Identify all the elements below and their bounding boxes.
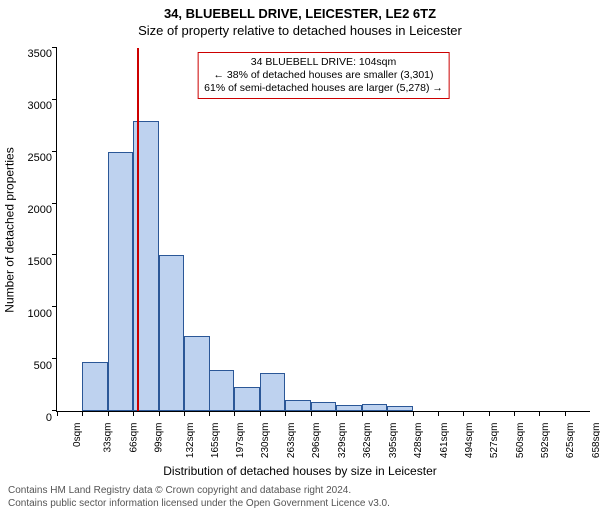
y-tick-mark [52, 47, 57, 48]
x-tick-mark [57, 411, 58, 416]
property-marker-line [137, 48, 139, 411]
y-tick-mark [52, 203, 57, 204]
x-tick-label: 592sqm [540, 423, 551, 459]
annotation-box: 34 BLUEBELL DRIVE: 104sqm ← 38% of detac… [197, 52, 450, 99]
x-tick-label: 395sqm [388, 423, 399, 459]
histogram-bar [108, 152, 133, 411]
x-tick-mark [133, 411, 134, 416]
y-tick-label: 2000 [28, 204, 52, 216]
x-tick-mark [184, 411, 185, 416]
histogram-bar [285, 400, 310, 411]
x-tick-label: 263sqm [286, 423, 297, 459]
histogram-bar [362, 404, 387, 411]
page-title-address: 34, BLUEBELL DRIVE, LEICESTER, LE2 6TZ [0, 6, 600, 21]
x-tick-mark [489, 411, 490, 416]
x-tick-mark [82, 411, 83, 416]
x-tick-label: 230sqm [260, 423, 271, 459]
histogram-bar [260, 373, 285, 411]
x-tick-label: 658sqm [591, 423, 600, 459]
x-tick-mark [311, 411, 312, 416]
histogram-bar [336, 405, 361, 411]
y-tick-label: 2500 [28, 152, 52, 164]
x-tick-mark [260, 411, 261, 416]
histogram-bar [184, 336, 209, 411]
x-tick-mark [514, 411, 515, 416]
page-title-subtitle: Size of property relative to detached ho… [0, 23, 600, 38]
histogram-bar [82, 362, 107, 411]
x-tick-mark [539, 411, 540, 416]
x-tick-mark [362, 411, 363, 416]
histogram-bar [311, 402, 336, 411]
x-tick-label: 625sqm [565, 423, 576, 459]
y-tick-mark [52, 358, 57, 359]
histogram-bar [209, 370, 234, 411]
x-tick-mark [565, 411, 566, 416]
x-tick-mark [387, 411, 388, 416]
x-tick-label: 66sqm [128, 423, 139, 453]
x-tick-mark [336, 411, 337, 416]
footer-line2: Contains public sector information licen… [8, 497, 592, 510]
x-tick-label: 560sqm [515, 423, 526, 459]
histogram-bar [234, 387, 259, 411]
footer-line1: Contains HM Land Registry data © Crown c… [8, 484, 592, 497]
y-tick-label: 500 [34, 360, 52, 372]
x-tick-label: 296sqm [311, 423, 322, 459]
y-tick-mark [52, 99, 57, 100]
annotation-line2: ← 38% of detached houses are smaller (3,… [204, 69, 443, 82]
footer-attribution: Contains HM Land Registry data © Crown c… [8, 484, 592, 510]
x-tick-label: 362sqm [362, 423, 373, 459]
x-tick-label: 0sqm [72, 423, 83, 447]
x-tick-label: 428sqm [413, 423, 424, 459]
x-axis-label: Distribution of detached houses by size … [0, 464, 600, 478]
x-tick-label: 99sqm [154, 423, 165, 453]
x-tick-mark [285, 411, 286, 416]
annotation-line1: 34 BLUEBELL DRIVE: 104sqm [204, 56, 443, 69]
x-tick-mark [463, 411, 464, 416]
plot-area: 34 BLUEBELL DRIVE: 104sqm ← 38% of detac… [56, 48, 590, 412]
x-tick-mark [159, 411, 160, 416]
y-tick-mark [52, 306, 57, 307]
x-tick-label: 132sqm [185, 423, 196, 459]
x-tick-label: 197sqm [235, 423, 246, 459]
y-tick-mark [52, 254, 57, 255]
y-tick-label: 1500 [28, 256, 52, 268]
x-tick-label: 165sqm [210, 423, 221, 459]
histogram-bar [159, 255, 184, 411]
x-tick-label: 494sqm [464, 423, 475, 459]
x-tick-mark [413, 411, 414, 416]
x-tick-mark [234, 411, 235, 416]
y-tick-label: 3000 [28, 100, 52, 112]
y-tick-label: 3500 [28, 48, 52, 60]
x-tick-label: 33sqm [103, 423, 114, 453]
x-tick-mark [438, 411, 439, 416]
x-tick-mark [108, 411, 109, 416]
y-tick-label: 0 [46, 412, 52, 424]
y-tick-label: 1000 [28, 308, 52, 320]
y-axis-ticks: 0500100015002000250030003500 [20, 40, 56, 420]
x-tick-mark [209, 411, 210, 416]
x-tick-label: 461sqm [439, 423, 450, 459]
x-tick-label: 329sqm [337, 423, 348, 459]
annotation-line3: 61% of semi-detached houses are larger (… [204, 82, 443, 95]
chart-container: Number of detached properties 0500100015… [0, 40, 600, 420]
x-tick-label: 527sqm [490, 423, 501, 459]
histogram-bar [387, 406, 412, 411]
y-tick-mark [52, 151, 57, 152]
y-axis-label: Number of detached properties [3, 147, 17, 312]
